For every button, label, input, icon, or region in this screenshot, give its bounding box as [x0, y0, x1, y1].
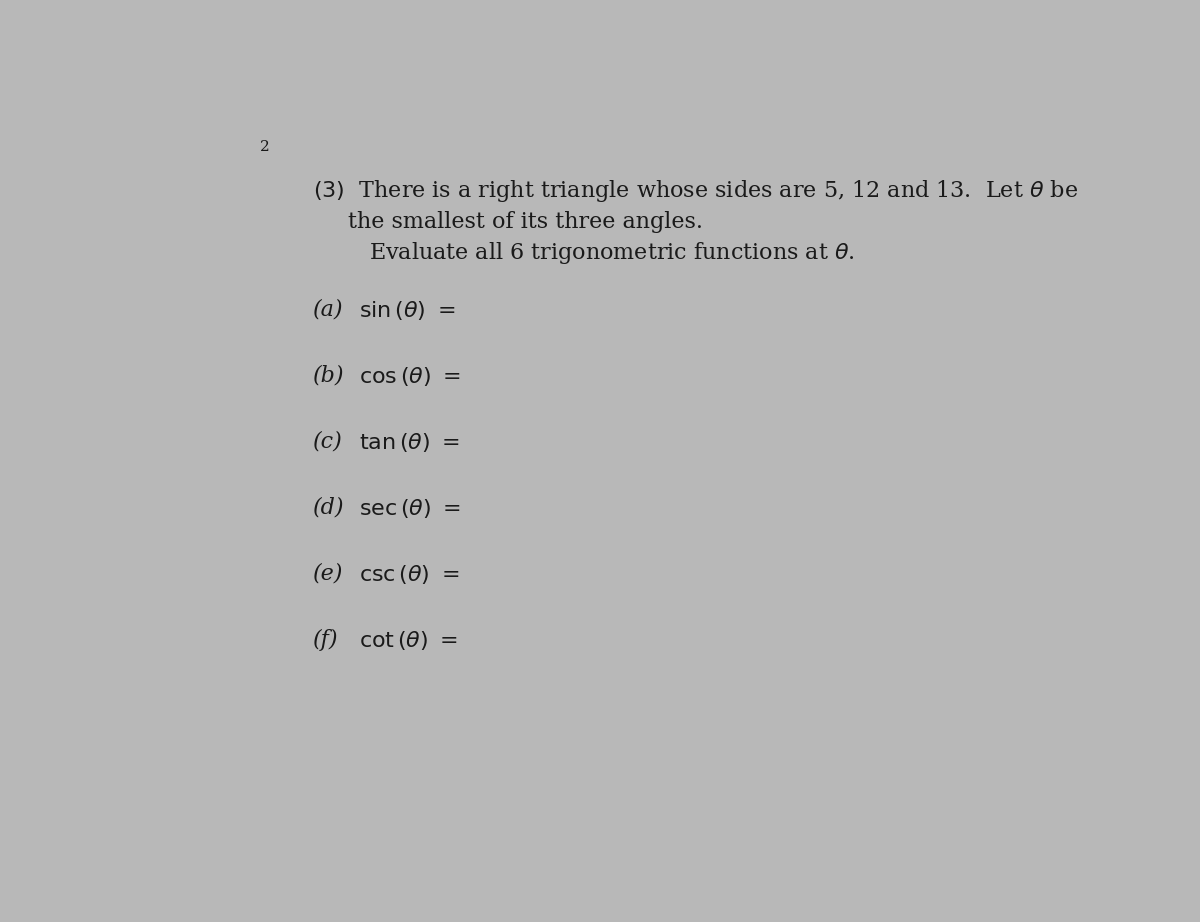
Text: (b): (b) — [313, 365, 344, 387]
Text: $\mathrm{cos}\,(\theta)\ =$: $\mathrm{cos}\,(\theta)\ =$ — [359, 365, 461, 388]
Text: (d): (d) — [313, 497, 344, 519]
Text: $\mathrm{cot}\,(\theta)\ =$: $\mathrm{cot}\,(\theta)\ =$ — [359, 629, 458, 652]
Text: $\mathrm{csc}\,(\theta)\ =$: $\mathrm{csc}\,(\theta)\ =$ — [359, 562, 460, 585]
Text: (e): (e) — [313, 562, 343, 585]
Text: Evaluate all 6 trigonometric functions at $\theta$.: Evaluate all 6 trigonometric functions a… — [368, 240, 854, 266]
Text: $\mathrm{tan}\,(\theta)\ =$: $\mathrm{tan}\,(\theta)\ =$ — [359, 431, 460, 454]
Text: (a): (a) — [313, 299, 343, 321]
Text: $\mathrm{sec}\,(\theta)\ =$: $\mathrm{sec}\,(\theta)\ =$ — [359, 497, 461, 520]
Text: $\mathrm{sin}\,(\theta)\ =$: $\mathrm{sin}\,(\theta)\ =$ — [359, 299, 456, 322]
Text: 2: 2 — [259, 140, 270, 155]
Text: the smallest of its three angles.: the smallest of its three angles. — [348, 211, 703, 233]
Text: (f): (f) — [313, 629, 338, 651]
Text: (c): (c) — [313, 431, 342, 453]
Text: $(3)$  There is a right triangle whose sides are 5, 12 and 13.  Let $\theta$ be: $(3)$ There is a right triangle whose si… — [313, 178, 1078, 204]
